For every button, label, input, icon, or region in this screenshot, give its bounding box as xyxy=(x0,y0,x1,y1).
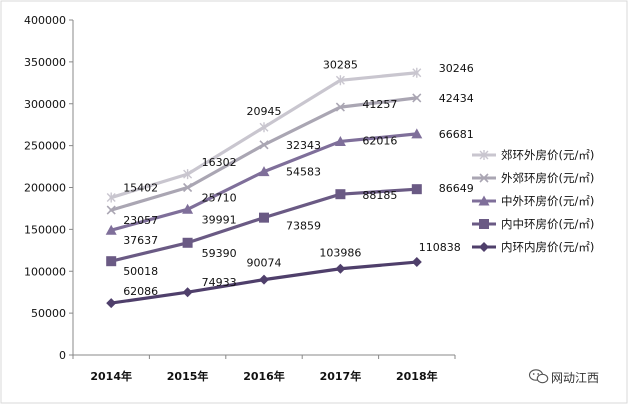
y-tick-label: 300000 xyxy=(24,98,66,111)
data-point xyxy=(183,169,193,180)
data-label: 23057 xyxy=(123,214,158,227)
data-label: 50018 xyxy=(123,265,158,278)
legend-item: 内中环房价(元/㎡) xyxy=(472,217,594,231)
data-label: 41257 xyxy=(362,98,397,111)
data-point xyxy=(106,256,117,267)
data-label: 62086 xyxy=(123,285,158,298)
data-point xyxy=(105,224,117,235)
legend-item: 内环内房价(元/㎡) xyxy=(472,240,594,254)
series-diamond xyxy=(106,257,422,309)
data-label: 73859 xyxy=(286,220,321,233)
data-point xyxy=(411,184,422,195)
data-label: 54583 xyxy=(286,166,321,179)
data-point xyxy=(259,212,269,223)
y-tick-label: 0 xyxy=(59,349,66,362)
x-tick-label: 2016年 xyxy=(243,369,285,383)
series-square xyxy=(106,184,422,267)
x-tick-label: 2015年 xyxy=(167,369,209,383)
y-tick-label: 100000 xyxy=(24,265,66,278)
legend-label: 内中环房价(元/㎡) xyxy=(501,217,594,231)
data-point xyxy=(183,182,193,193)
y-tick-label: 400000 xyxy=(24,14,66,27)
data-point xyxy=(412,93,422,103)
data-label: 16302 xyxy=(202,156,237,169)
x-tick-label: 2014年 xyxy=(90,369,132,383)
data-point xyxy=(335,75,345,86)
data-label: 37637 xyxy=(123,234,158,247)
legend-item: 外郊环房价(元/㎡) xyxy=(472,171,594,185)
legend-label: 内环内房价(元/㎡) xyxy=(501,240,594,254)
data-label: 66681 xyxy=(439,128,474,141)
data-label: 39991 xyxy=(202,213,237,226)
data-point xyxy=(106,205,116,215)
data-label: 32343 xyxy=(286,139,321,152)
data-label: 15402 xyxy=(123,182,158,195)
data-point xyxy=(411,128,423,139)
legend-marker xyxy=(479,150,489,160)
data-point xyxy=(335,102,345,112)
legend-label: 郊环外房价(元/㎡) xyxy=(501,148,594,162)
data-point xyxy=(411,257,422,268)
data-label: 74933 xyxy=(202,276,237,289)
data-point xyxy=(412,67,422,78)
legend-label: 外郊环房价(元/㎡) xyxy=(501,171,594,185)
data-point xyxy=(335,189,346,200)
wechat-icon xyxy=(528,369,549,384)
data-point xyxy=(182,237,193,248)
legend-item: 郊环外房价(元/㎡) xyxy=(472,148,594,162)
series-star xyxy=(106,67,422,203)
data-label: 110838 xyxy=(419,241,461,254)
watermark-text: 网动江西 xyxy=(551,371,599,385)
series-x xyxy=(106,93,422,215)
data-point xyxy=(106,298,117,309)
x-tick-label: 2017年 xyxy=(320,369,362,383)
data-point xyxy=(259,122,269,133)
data-point xyxy=(334,135,346,146)
legend-item: 中外环房价(元/㎡) xyxy=(472,194,594,208)
y-tick-label: 350000 xyxy=(24,56,66,69)
data-label: 103986 xyxy=(319,247,361,260)
legend-marker xyxy=(478,195,490,206)
data-label: 90074 xyxy=(247,257,282,270)
data-point xyxy=(258,166,270,177)
y-tick-label: 200000 xyxy=(24,182,66,195)
y-tick-label: 150000 xyxy=(24,223,66,236)
y-tick-label: 250000 xyxy=(24,140,66,153)
legend-marker xyxy=(479,173,489,183)
data-label: 88185 xyxy=(362,189,397,202)
data-label: 59390 xyxy=(202,247,237,260)
data-label: 42434 xyxy=(439,92,474,105)
watermark: 网动江西 xyxy=(528,369,599,385)
data-label: 20945 xyxy=(247,105,282,118)
y-tick-label: 50000 xyxy=(31,307,66,320)
data-label: 30246 xyxy=(439,62,474,75)
x-tick-label: 2018年 xyxy=(396,369,438,383)
data-point xyxy=(182,203,194,214)
data-point xyxy=(259,140,269,150)
series-triangle xyxy=(105,128,423,235)
data-point xyxy=(106,192,116,203)
data-label: 30285 xyxy=(323,58,358,71)
data-point xyxy=(335,263,346,274)
data-label: 25710 xyxy=(202,192,237,205)
data-label: 62016 xyxy=(362,134,397,147)
data-point xyxy=(182,287,193,298)
legend-label: 中外环房价(元/㎡) xyxy=(501,194,594,208)
legend-marker xyxy=(479,242,489,252)
legend-marker xyxy=(479,219,489,229)
data-label: 86649 xyxy=(439,182,474,195)
data-point xyxy=(259,274,269,285)
